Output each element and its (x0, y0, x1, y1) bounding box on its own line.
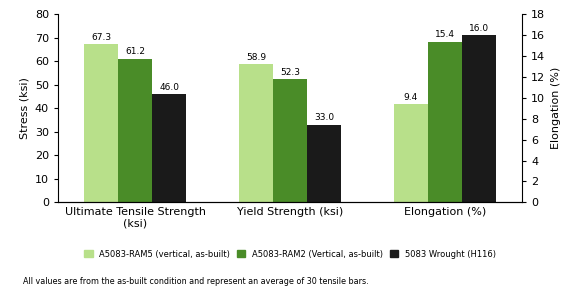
Text: 16.0: 16.0 (469, 24, 489, 33)
Bar (462, 35, 496, 202)
Text: 15.4: 15.4 (434, 30, 455, 39)
Text: 33.0: 33.0 (314, 114, 334, 123)
Text: 9.4: 9.4 (404, 93, 418, 102)
Text: 67.3: 67.3 (91, 33, 111, 42)
Text: All values are from the as-built condition and represent an average of 30 tensil: All values are from the as-built conditi… (23, 277, 369, 286)
Text: 46.0: 46.0 (160, 83, 179, 92)
Text: 61.2: 61.2 (125, 47, 146, 56)
Y-axis label: Stress (ksi): Stress (ksi) (19, 77, 30, 139)
Bar (427, 42, 462, 202)
Text: 58.9: 58.9 (246, 53, 266, 62)
Legend: A5083-RAM5 (vertical, as-built), A5083-RAM2 (Vertical, as-built), 5083 Wrought (: A5083-RAM5 (vertical, as-built), A5083-R… (85, 250, 495, 259)
Bar (273, 79, 307, 202)
Bar (118, 59, 153, 202)
Bar (307, 125, 341, 202)
Bar (84, 44, 118, 202)
Y-axis label: Elongation (%): Elongation (%) (550, 67, 561, 149)
Bar (394, 104, 427, 202)
Text: 52.3: 52.3 (280, 68, 300, 77)
Bar (153, 94, 186, 202)
Bar (239, 64, 273, 202)
